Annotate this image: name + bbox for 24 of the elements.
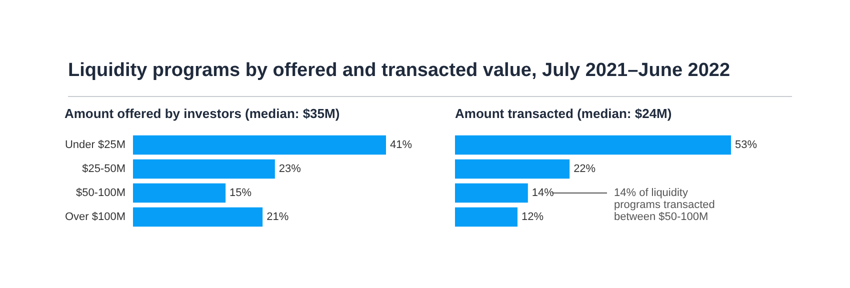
chart-title: Liquidity programs by offered and transacted value, July 2021–June 2022 xyxy=(68,60,730,82)
chart-subtitle: Amount offered by investors (median: $35M) xyxy=(64,106,340,121)
data-label: 21% xyxy=(266,211,289,223)
y-tick-label: $50-100M xyxy=(76,187,126,199)
chart-title: Amount transacted (median: $24M) xyxy=(455,106,672,121)
data-label: 41% xyxy=(390,139,412,151)
bar xyxy=(133,159,275,179)
bar xyxy=(455,135,731,155)
data-label: 15% xyxy=(230,187,252,199)
data-label: 22% xyxy=(574,163,596,175)
data-label: 14% xyxy=(532,187,554,199)
bar xyxy=(133,207,263,227)
y-tick-label: $25-50M xyxy=(82,163,126,175)
y-tick-label: Under $25M xyxy=(64,139,126,151)
bar xyxy=(133,183,226,203)
data-label: 23% xyxy=(278,163,302,175)
bar xyxy=(133,135,386,155)
bar xyxy=(455,183,528,203)
bar xyxy=(455,207,518,227)
y-tick-label: Over $100M xyxy=(64,211,126,223)
data-label: 12% xyxy=(521,211,544,223)
data-label: 53% xyxy=(735,139,758,151)
bar xyxy=(455,159,570,179)
annotation: 14% of liquidity programs transacted between $50-100M xyxy=(614,187,715,223)
